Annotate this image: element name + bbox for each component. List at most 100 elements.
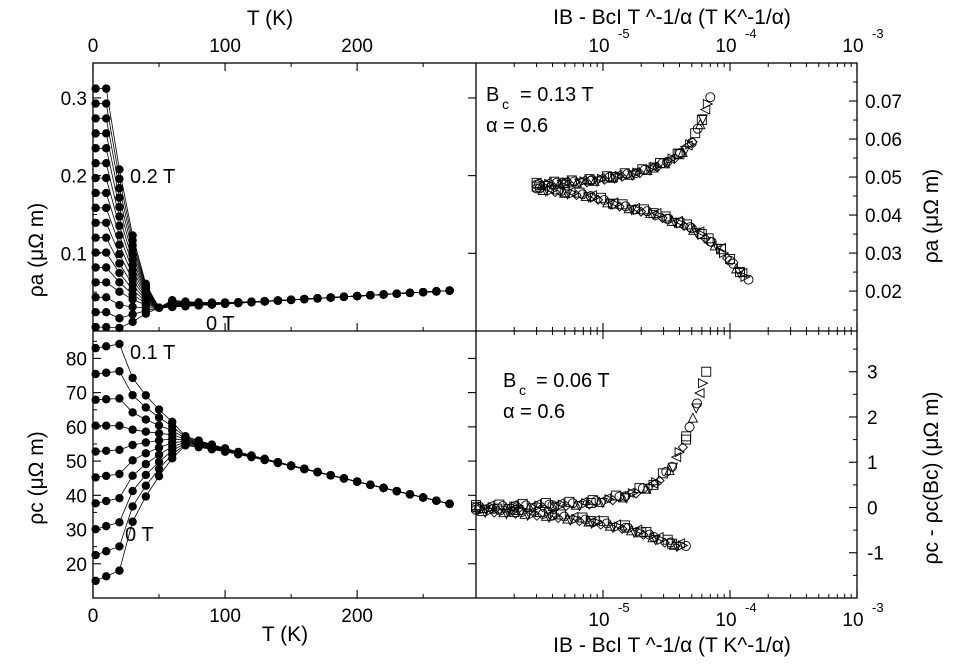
tr-point-lower	[559, 187, 570, 198]
bl-annot-zero-field: 0 T	[125, 524, 154, 546]
bl-point	[141, 415, 151, 424]
data-layer	[91, 84, 754, 586]
tl-ytick-label: 0.2	[61, 167, 87, 188]
br-point-lower	[498, 506, 509, 518]
tl-point	[91, 188, 100, 198]
tr-point-upper	[581, 177, 593, 188]
tl-point	[102, 144, 111, 153]
br-point-upper	[537, 502, 548, 513]
br-point-lower	[492, 503, 503, 514]
tl-point	[102, 308, 111, 317]
tr-annot-alpha: α = 0.6	[486, 115, 548, 137]
br-point-lower	[585, 516, 596, 527]
tl-point	[128, 317, 137, 327]
br-point-lower	[592, 517, 604, 528]
tr-point-lower	[614, 201, 625, 212]
tr-xtick-label-exp: -5	[618, 26, 630, 41]
br-xtick-label-exp: -3	[872, 600, 884, 615]
tr-point-upper	[674, 149, 685, 160]
br-xtick-label-base: 10	[842, 610, 863, 631]
tr-point-upper	[606, 172, 618, 183]
tl-point	[115, 287, 124, 296]
br-point-lower	[577, 512, 588, 523]
bl-point	[141, 427, 151, 436]
br-point-upper	[667, 462, 679, 474]
br-point-lower	[519, 508, 530, 519]
bl-point	[91, 421, 100, 430]
br-point-upper	[617, 491, 629, 503]
bl-point	[234, 447, 243, 457]
tr-xlabel-top: IB - BcI T ^-1/α (T K^-1/α)	[553, 6, 791, 29]
tl-point	[91, 84, 100, 93]
tl-point	[115, 240, 124, 249]
br-point-upper	[681, 434, 691, 445]
bl-point	[91, 550, 100, 560]
tl-xlabel-top: T (K)	[247, 7, 293, 30]
tr-point-upper	[579, 176, 590, 187]
br-point-lower	[595, 519, 606, 530]
br-point-lower	[531, 510, 542, 521]
bl-point	[445, 499, 454, 509]
tl-point	[102, 188, 111, 198]
tl-point	[366, 291, 375, 300]
br-point-upper	[687, 412, 699, 423]
br-point-lower	[604, 520, 616, 531]
bl-point	[432, 496, 441, 505]
br-xtick-label-exp: -5	[618, 600, 630, 615]
bl-ytick-label: 20	[66, 555, 87, 576]
br-xtick-label-base: 10	[588, 610, 609, 631]
tr-point-lower	[674, 217, 685, 228]
tr-point-lower	[540, 186, 552, 197]
tr-annot-bc-value: = 0.13 T	[520, 84, 594, 106]
bl-point	[128, 408, 137, 417]
bl-point	[115, 469, 124, 479]
tl-point	[91, 218, 100, 227]
br-point-upper	[614, 491, 625, 502]
bl-point	[128, 517, 137, 526]
tl-point	[91, 114, 100, 123]
tl-point	[102, 248, 111, 257]
bl-point	[154, 413, 164, 422]
tl-point	[247, 297, 256, 306]
tr-point-lower	[648, 208, 659, 219]
tr-point-lower	[630, 204, 641, 215]
tl-xtick-label: 200	[341, 36, 373, 57]
bl-ytick-label: 50	[66, 452, 87, 473]
br-point-lower	[547, 510, 558, 521]
tr-point-lower	[686, 223, 697, 234]
bl-xlabel: T (K)	[262, 623, 308, 646]
tr-point-lower	[635, 206, 647, 217]
tr-point-lower	[531, 183, 542, 194]
br-point-upper	[591, 496, 602, 507]
tl-point	[91, 293, 100, 302]
bl-point	[154, 464, 164, 474]
bl-point	[102, 395, 111, 404]
bl-point	[418, 493, 428, 502]
br-point-lower	[667, 538, 678, 549]
tr-xtick-label-base: 10	[842, 36, 863, 57]
tr-point-lower	[574, 187, 585, 198]
tick-layer	[92, 63, 858, 598]
bl-point	[168, 417, 177, 427]
bl-point	[102, 368, 111, 377]
bl-point	[128, 373, 137, 383]
tr-point-lower	[608, 198, 619, 209]
tl-point	[91, 248, 100, 257]
br-point-upper	[692, 398, 702, 409]
bl-point	[154, 457, 164, 467]
tr-point-upper	[571, 176, 583, 188]
bl-point	[141, 470, 151, 480]
bl-point	[339, 474, 349, 483]
br-point-lower	[641, 526, 652, 537]
tl-point	[115, 174, 124, 184]
tr-point-lower	[654, 210, 665, 221]
br-point-lower	[471, 502, 481, 513]
br-point-upper	[585, 498, 596, 508]
br-point-lower	[509, 507, 520, 517]
br-ytick-label: 2	[867, 408, 878, 429]
bl-point	[392, 486, 401, 496]
tr-point-lower	[716, 244, 726, 255]
tr-xtick-label-exp: -4	[745, 26, 757, 41]
br-point-upper	[547, 500, 558, 511]
